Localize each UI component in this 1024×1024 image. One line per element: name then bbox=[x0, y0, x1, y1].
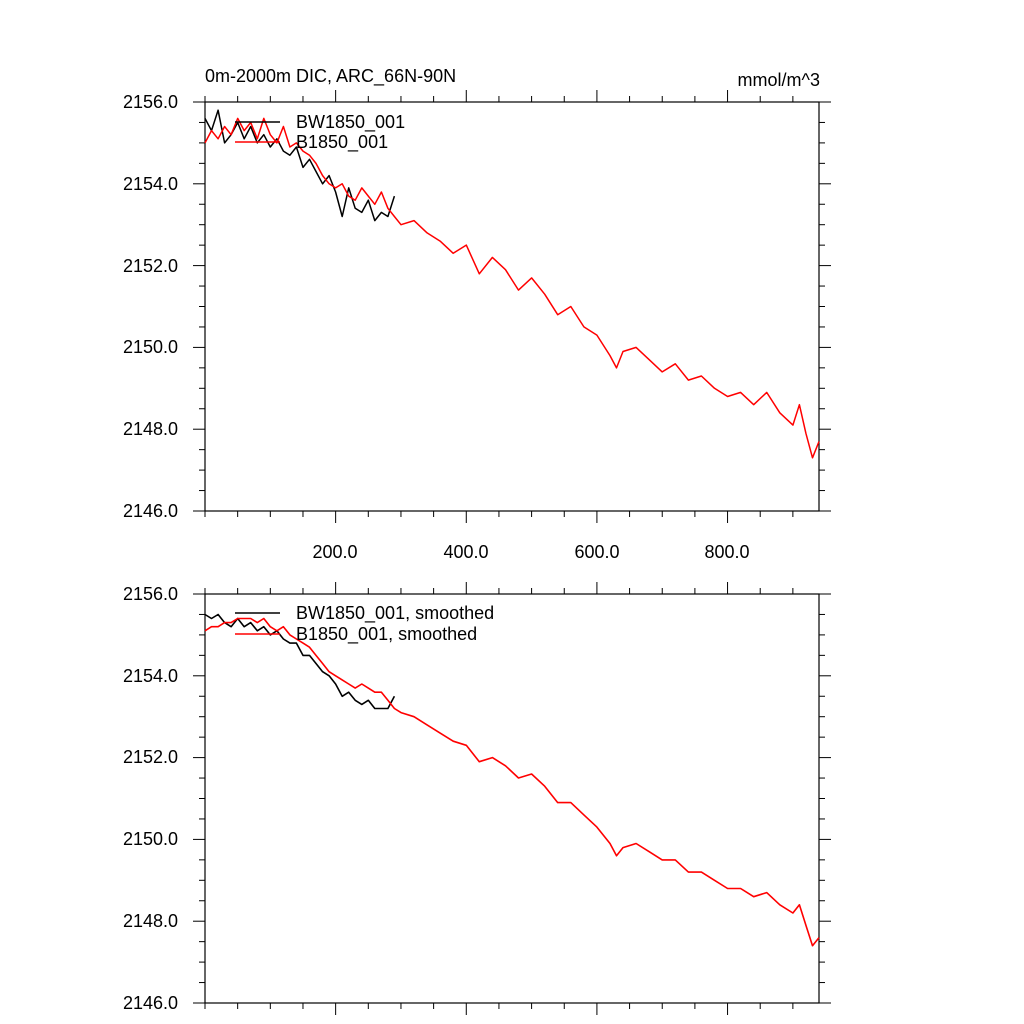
series-line-bw1850-001 bbox=[204, 109, 396, 222]
bottom-panel: 2146.0 2148.0 2150.0 2152.0 2154.0 2156.… bbox=[123, 582, 831, 1015]
series-line-b1850-001 bbox=[204, 117, 820, 459]
y-tick-label: 2146.0 bbox=[123, 993, 178, 1013]
y-tick-label: 2156.0 bbox=[123, 584, 178, 604]
top-panel-series bbox=[204, 109, 820, 459]
bottom-panel-legend: BW1850_001, smoothed B1850_001, smoothed bbox=[235, 603, 494, 645]
y-tick-label: 2154.0 bbox=[123, 174, 178, 194]
bottom-panel-y-tick-labels: 2146.0 2148.0 2150.0 2152.0 2154.0 2156.… bbox=[123, 584, 178, 1013]
y-tick-label: 2148.0 bbox=[123, 911, 178, 931]
top-panel-title: 0m-2000m DIC, ARC_66N-90N bbox=[205, 66, 456, 87]
legend-label-bw1850-smoothed: BW1850_001, smoothed bbox=[296, 603, 494, 624]
x-tick-label: 400.0 bbox=[443, 542, 488, 562]
bottom-panel-ticks bbox=[193, 582, 831, 1015]
legend-label-b1850: B1850_001 bbox=[296, 132, 388, 153]
y-tick-label: 2156.0 bbox=[123, 92, 178, 112]
top-panel-units: mmol/m^3 bbox=[738, 70, 820, 90]
top-panel-legend: BW1850_001 B1850_001 bbox=[235, 112, 405, 153]
y-tick-label: 2154.0 bbox=[123, 666, 178, 686]
x-tick-label: 200.0 bbox=[312, 542, 357, 562]
y-tick-label: 2148.0 bbox=[123, 419, 178, 439]
x-tick-label: 800.0 bbox=[704, 542, 749, 562]
series-line-b1850-001-smoothed bbox=[204, 617, 820, 947]
y-tick-label: 2150.0 bbox=[123, 829, 178, 849]
y-tick-label: 2146.0 bbox=[123, 501, 178, 521]
y-tick-label: 2152.0 bbox=[123, 747, 178, 767]
y-tick-label: 2150.0 bbox=[123, 337, 178, 357]
bottom-panel-series bbox=[204, 613, 820, 947]
y-tick-label: 2152.0 bbox=[123, 256, 178, 276]
x-tick-label: 600.0 bbox=[574, 542, 619, 562]
top-panel: 0m-2000m DIC, ARC_66N-90N mmol/m^3 2146.… bbox=[123, 66, 831, 562]
legend-label-b1850-smoothed: B1850_001, smoothed bbox=[296, 624, 477, 645]
bottom-panel-frame bbox=[204, 593, 820, 1004]
legend-label-bw1850: BW1850_001 bbox=[296, 112, 405, 133]
top-panel-x-tick-labels: 200.0 400.0 600.0 800.0 bbox=[312, 542, 749, 562]
top-panel-frame bbox=[204, 101, 820, 512]
top-panel-y-tick-labels: 2146.0 2148.0 2150.0 2152.0 2154.0 2156.… bbox=[123, 92, 178, 521]
top-panel-ticks bbox=[193, 90, 831, 523]
